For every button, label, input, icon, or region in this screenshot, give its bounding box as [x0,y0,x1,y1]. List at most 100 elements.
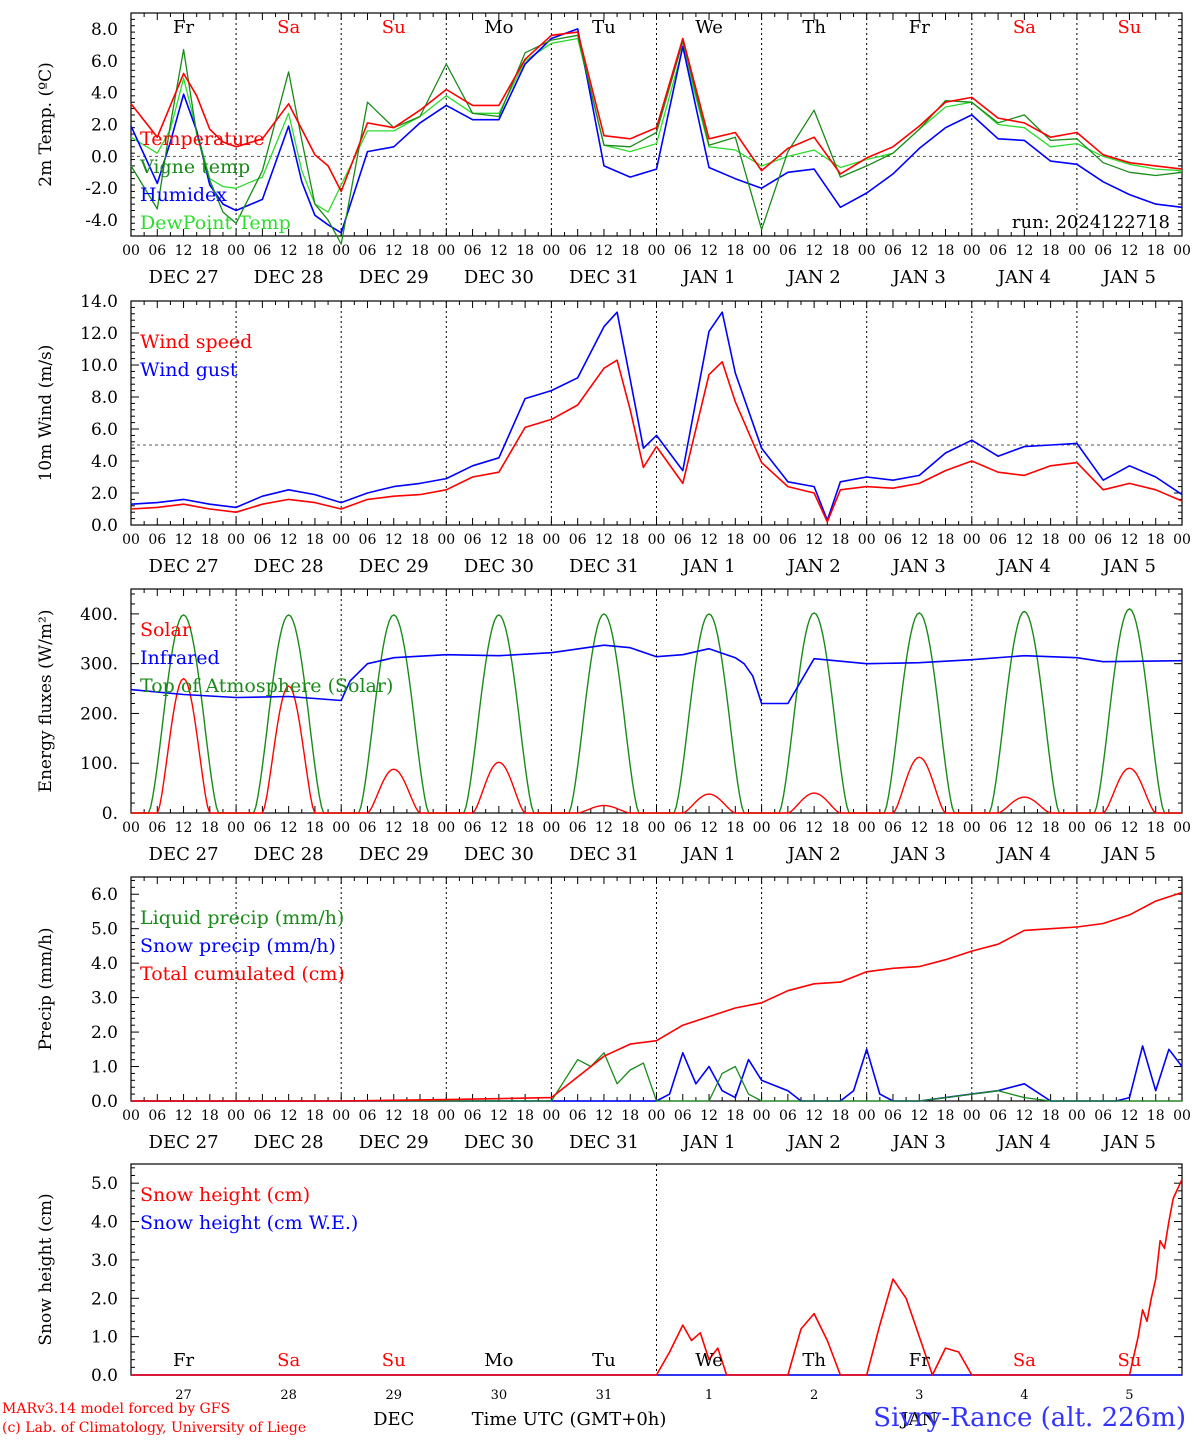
y-tick-label: 0.0 [91,1366,118,1386]
hour-tick-label: 00 [332,1108,350,1124]
hour-tick-label: 00 [227,532,245,548]
day-name: Tu [592,1350,616,1371]
day-name: Fr [909,17,930,38]
month-label-dec: DEC [373,1409,414,1430]
hour-tick-label: 06 [569,820,587,836]
hour-tick-label: 18 [832,1108,850,1124]
hour-tick-label: 12 [1121,1108,1139,1124]
hour-tick-label: 06 [253,243,271,259]
hour-tick-label: 00 [1173,820,1191,836]
hour-tick-label: 06 [884,532,902,548]
hour-tick-label: 18 [516,820,534,836]
date-label: JAN 4 [996,556,1051,577]
hour-tick-label: 06 [989,820,1007,836]
date-label: DEC 31 [569,1132,639,1153]
panel-4 [130,876,1183,1102]
hour-tick-label: 12 [490,1108,508,1124]
hour-tick-label: 12 [175,1108,193,1124]
hour-tick-label: 12 [175,820,193,836]
hour-tick-label: 12 [280,820,298,836]
day-name: Su [382,17,406,38]
date-label: JAN 3 [891,267,946,288]
hour-tick-label: 00 [227,820,245,836]
date-label: JAN 2 [786,844,841,865]
date-label: DEC 31 [569,267,639,288]
hour-tick-label: 12 [280,1108,298,1124]
y-tick-label: 10.0 [80,356,118,376]
hour-tick-label: 06 [674,1108,692,1124]
hour-tick-label: 18 [516,1108,534,1124]
legend-item: Infrared [140,647,220,669]
date-label: DEC 28 [254,1132,324,1153]
hour-tick-label: 12 [595,820,613,836]
legend-item: Snow height (cm) [140,1184,310,1206]
day-name: Sa [1013,1350,1036,1371]
hour-tick-label: 06 [1094,243,1112,259]
hour-tick-label: 18 [937,243,955,259]
hour-tick-label: 06 [779,820,797,836]
hour-tick-label: 18 [937,820,955,836]
hour-tick-label: 06 [779,532,797,548]
legend-item: Wind gust [140,359,238,381]
series-infrared [130,644,1183,705]
hour-tick-label: 18 [726,532,744,548]
hour-tick-label: 06 [884,820,902,836]
legend-item: Wind speed [140,331,252,353]
hour-tick-label: 00 [858,820,876,836]
y-tick-label: 0. [102,804,118,824]
hour-tick-label: 00 [1173,243,1191,259]
hour-tick-label: 00 [542,243,560,259]
hour-tick-label: 12 [805,1108,823,1124]
hour-tick-label: 12 [1015,1108,1033,1124]
hour-tick-label: 18 [621,820,639,836]
date-label: DEC 30 [464,556,534,577]
date-label: DEC 27 [149,1132,219,1153]
date-label: DEC 29 [359,556,429,577]
hour-tick-label: 12 [805,243,823,259]
hour-tick-label: 06 [359,1108,377,1124]
hour-tick-label: 18 [832,243,850,259]
date-label: JAN 5 [1101,556,1156,577]
hour-tick-label: 00 [437,243,455,259]
legend-item: Total cumulated (cm) [140,963,345,985]
legend-item: Humidex [140,184,227,206]
hour-tick-label: 12 [1121,820,1139,836]
y-axis-label: Precip (mm/h) [36,927,56,1050]
date-label: DEC 28 [254,556,324,577]
date-label: JAN 1 [680,267,735,288]
legend-item: Snow precip (mm/h) [140,935,336,957]
hour-tick-label: 06 [989,532,1007,548]
hour-tick-label: 06 [359,820,377,836]
hour-tick-label: 00 [122,532,140,548]
day-number: 31 [596,1388,613,1403]
hour-tick-label: 18 [1147,1108,1165,1124]
hour-tick-label: 06 [569,1108,587,1124]
y-tick-label: 5.0 [91,920,118,940]
y-tick-label: 0.0 [91,516,118,536]
series-vigne-temp [130,34,1183,245]
hour-tick-label: 18 [306,1108,324,1124]
hour-tick-label: 06 [253,532,271,548]
hour-tick-label: 00 [753,532,771,548]
hour-tick-label: 06 [148,1108,166,1124]
hour-tick-label: 12 [595,243,613,259]
day-number: 30 [491,1388,508,1403]
day-name: Tu [592,17,616,38]
hour-tick-label: 06 [1094,1108,1112,1124]
y-tick-label: 5.0 [91,1174,118,1194]
hour-tick-label: 06 [359,243,377,259]
y-tick-label: 8.0 [91,388,118,408]
hour-tick-label: 00 [753,820,771,836]
hour-tick-label: 00 [963,1108,981,1124]
day-name: Mo [484,1350,513,1371]
hour-tick-label: 18 [411,243,429,259]
hour-tick-label: 12 [490,532,508,548]
panel-2 [130,300,1183,526]
hour-tick-label: 12 [490,820,508,836]
hour-tick-label: 00 [963,820,981,836]
hour-tick-label: 06 [569,532,587,548]
y-tick-label: 6.0 [91,885,118,905]
date-label: JAN 3 [891,1132,946,1153]
date-label: DEC 27 [149,844,219,865]
date-label: DEC 29 [359,267,429,288]
